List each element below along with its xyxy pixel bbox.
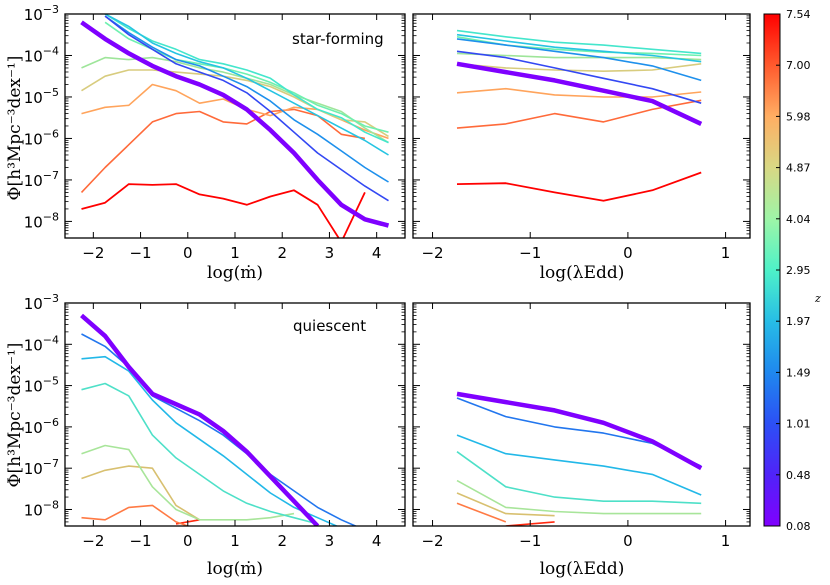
y-axis-label-bottom: Φ[h³Mpc⁻³dex⁻¹] (5, 343, 25, 488)
series-line-4 (456, 451, 702, 505)
colorbar-tick-label: 5.98 (786, 110, 811, 123)
series-line-10 (456, 61, 703, 126)
series-group (456, 391, 703, 526)
panel-annotation: quiescent (293, 317, 366, 335)
x-tick-label: 0 (623, 244, 633, 262)
series-line-9 (456, 50, 702, 104)
x-tick-label: 2 (277, 244, 287, 262)
colorbar-tick-label: 0.08 (786, 520, 811, 533)
series-line-6 (456, 397, 702, 467)
y-tick-label: 10−7 (24, 457, 59, 478)
x-tick-label: 1 (721, 244, 731, 262)
colorbar-tick-label: 0.48 (786, 469, 811, 482)
panel-q-mdot: quiescent log(ṁ) −2 −1 0 1 2 3 4 10−8 10−7 10−6 10… (24, 292, 406, 579)
series-line-7 (80, 313, 320, 526)
series-line-8 (456, 38, 702, 82)
colorbar-tick-label: 7.00 (786, 59, 811, 72)
x-tick-label: 1 (721, 532, 731, 550)
series-line-1 (456, 99, 702, 129)
x-tick-label: 3 (325, 532, 335, 550)
colorbar-tick-label: 4.04 (786, 213, 811, 226)
y-tick-label: 10−3 (24, 3, 59, 24)
panel-sf-mdot: star-forming log(ṁ) −2 −1 0 1 2 3 4 10−8 10−7 10−… (24, 3, 406, 283)
series-line-3 (456, 479, 702, 515)
series-line-4 (81, 382, 318, 525)
x-axis-label: log(ṁ) (207, 559, 263, 579)
series-line-7 (456, 391, 703, 471)
x-tick-label: 3 (325, 244, 335, 262)
panel-annotation: star-forming (292, 30, 384, 48)
series-line-7 (104, 14, 389, 156)
x-tick-label: −1 (519, 244, 541, 262)
colorbar-tick-label: 1.97 (786, 315, 811, 328)
series-line-8 (104, 15, 389, 183)
panel-sf-ledd: log(λEdd) −2 −1 0 1 (412, 13, 751, 283)
series-line-0 (81, 183, 366, 238)
x-tick-label: 4 (372, 532, 382, 550)
x-axis-label: log(λEdd) (540, 559, 625, 579)
series-line-6 (456, 29, 702, 55)
series-line-2 (456, 87, 702, 98)
x-tick-label: 2 (277, 532, 287, 550)
x-tick-label: −1 (519, 532, 541, 550)
series-line-2 (456, 492, 555, 517)
series-group (80, 313, 358, 526)
x-tick-label: −1 (129, 532, 151, 550)
series-group (456, 29, 703, 202)
series-line-0 (456, 171, 702, 202)
x-tick-label: 4 (372, 244, 382, 262)
y-axis-label-top: Φ[h³Mpc⁻³dex⁻¹] (5, 56, 25, 201)
x-tick-label: −2 (82, 244, 104, 262)
x-tick-label: −2 (82, 532, 104, 550)
x-tick-label: −1 (129, 244, 151, 262)
colorbar-label: z (814, 292, 821, 305)
y-tick-label: 10−6 (24, 416, 59, 437)
colorbar-tick-label: 1.49 (786, 366, 811, 379)
y-tick-label: 10−5 (24, 375, 59, 396)
series-line-5 (81, 355, 339, 526)
series-line-7 (456, 33, 702, 63)
x-tick-label: −2 (421, 532, 443, 550)
x-tick-label: 0 (183, 244, 193, 262)
plot-frame (412, 302, 751, 527)
colorbar: z 7.54 7.00 5.98 4.87 4.04 2.95 1.97 1.49 1.01 0.… (763, 8, 821, 533)
colorbar-tick-label: 7.54 (786, 8, 811, 21)
y-tick-label: 10−4 (24, 333, 59, 354)
y-tick-label: 10−7 (24, 169, 59, 190)
x-axis-label: log(λEdd) (540, 263, 625, 283)
colorbar-tick-label: 1.01 (786, 418, 811, 431)
colorbar-tick-label: 4.87 (786, 162, 811, 175)
series-line-1 (81, 504, 191, 526)
series-line-4 (81, 56, 389, 144)
y-tick-label: 10−3 (24, 292, 59, 313)
y-tick-label: 10−8 (24, 498, 59, 519)
plot-frame (412, 13, 751, 239)
series-line-3 (81, 69, 389, 138)
series-line-1 (456, 502, 507, 523)
series-line-4 (456, 52, 702, 61)
x-tick-label: 1 (230, 532, 240, 550)
series-line-3 (81, 444, 295, 521)
series-line-10 (80, 20, 390, 228)
y-tick-label: 10−6 (24, 127, 59, 148)
x-tick-label: −2 (421, 244, 443, 262)
series-line-1 (80, 108, 366, 193)
series-line-6 (104, 14, 389, 144)
y-tick-label: 10−5 (24, 86, 59, 107)
series-line-5 (456, 434, 702, 496)
plot-frame (64, 302, 406, 527)
x-axis-label: log(ṁ) (207, 263, 263, 283)
panel-q-ledd: log(λEdd) −2 −1 0 1 (412, 302, 751, 579)
y-tick-label: 10−8 (24, 210, 59, 231)
x-tick-label: 0 (183, 532, 193, 550)
series-group (80, 14, 390, 238)
y-tick-label: 10−4 (24, 44, 59, 65)
x-tick-label: 0 (623, 532, 633, 550)
colorbar-tick-label: 2.95 (786, 264, 811, 277)
x-tick-label: 1 (230, 244, 240, 262)
series-line-9 (104, 15, 389, 202)
